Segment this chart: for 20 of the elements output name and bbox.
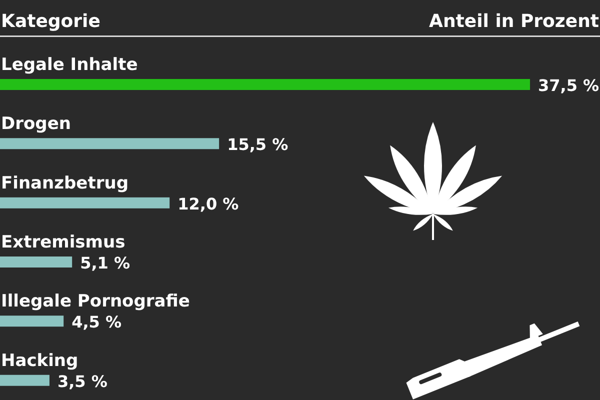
y-tick-label: Extremismus [1,232,126,252]
y-tick-label: Illegale Pornografie [1,292,190,312]
bar [0,316,64,327]
y-tick-label: Hacking [1,350,78,371]
bar [0,138,220,150]
data-label: 37,5 % [538,76,600,95]
bar [0,374,50,386]
data-label: 15,5 % [227,135,288,154]
y-tick-label: Finanzbetrug [1,173,128,194]
bar [0,197,170,208]
data-label: 3,5 % [57,372,108,391]
data-label: 4,5 % [72,312,122,332]
y-tick-label: Legale Inhalte [1,55,138,75]
y-tick-label: Drogen [1,114,71,134]
bar [0,79,530,90]
data-label: 12,0 % [178,194,239,214]
data-label: 5,1 % [80,254,130,272]
x-axis-title: Anteil in Prozent [429,11,600,32]
bar [0,256,72,268]
y-axis-title: Kategorie [1,11,100,32]
